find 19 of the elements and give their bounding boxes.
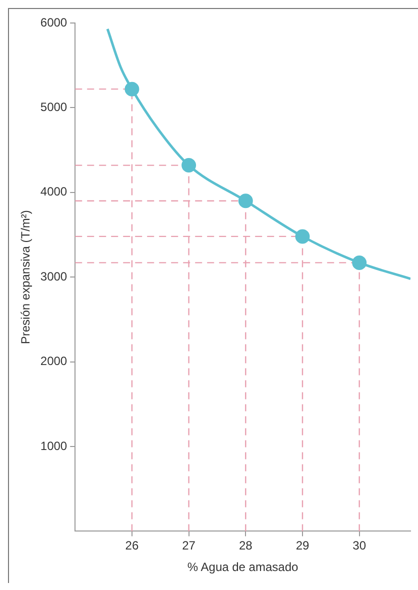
y-tick-label: 1000 <box>40 438 68 453</box>
y-tick-label: 5000 <box>40 100 68 114</box>
point <box>124 82 140 96</box>
x-axis-title: % Agua de amasado <box>187 560 298 574</box>
y-tick-label: 6000 <box>40 15 68 30</box>
line-series <box>106 28 410 280</box>
y-tick-label: 2000 <box>40 354 68 368</box>
y-axis-title: Presión expansiva (T/m²) <box>18 210 33 344</box>
point <box>295 229 310 244</box>
x-tick-label: 26 <box>125 538 139 553</box>
point <box>238 194 253 208</box>
point <box>352 255 367 270</box>
y-tick-label: 3000 <box>40 269 68 284</box>
x-tick-label: 30 <box>352 538 366 553</box>
x-tick-label: 27 <box>182 538 196 553</box>
x-tick-label: 29 <box>296 538 310 553</box>
x-tick-label: 28 <box>238 538 253 553</box>
point <box>182 158 196 173</box>
y-tick-label: 4000 <box>40 184 68 199</box>
